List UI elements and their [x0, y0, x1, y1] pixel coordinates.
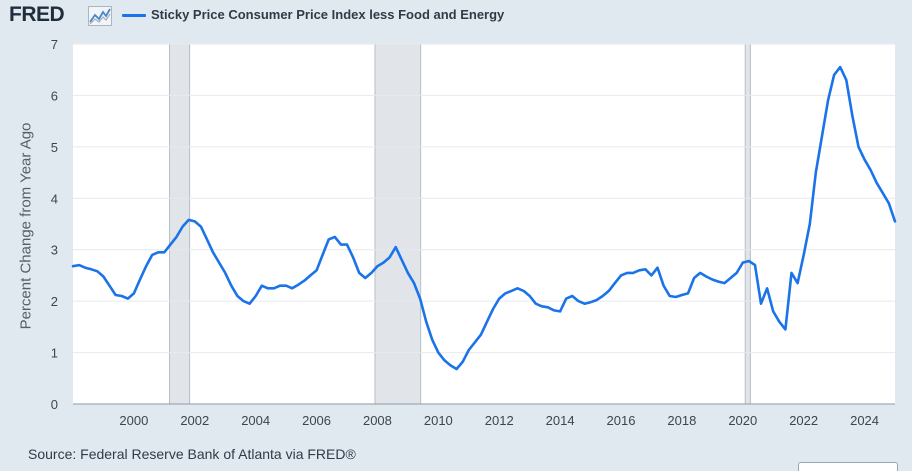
recession-band: [744, 43, 751, 405]
plot-area: [73, 44, 895, 404]
fred-logo[interactable]: FRED: [9, 3, 65, 26]
chart-header: FRED Sticky Price Consumer Price Index l…: [0, 0, 912, 34]
legend-line-swatch: [122, 14, 146, 17]
gridlines: [73, 43, 895, 354]
x-tick-label: 2018: [667, 413, 696, 428]
x-tick-label: 2010: [424, 413, 453, 428]
y-tick-label: 5: [51, 140, 58, 155]
recession-bands: [169, 43, 751, 405]
x-tick-label: 2020: [728, 413, 757, 428]
legend-label: Sticky Price Consumer Price Index less F…: [151, 7, 505, 22]
fred-chart-icon: [88, 6, 112, 26]
y-tick-label: 0: [51, 397, 58, 412]
y-tick-label: 6: [51, 88, 58, 103]
y-tick-label: 7: [51, 37, 58, 52]
x-tick-label: 2022: [789, 413, 818, 428]
y-tick-label: 3: [51, 243, 58, 258]
x-tick-label: 2012: [485, 413, 514, 428]
source-note: Source: Federal Reserve Bank of Atlanta …: [28, 446, 356, 462]
y-tick-label: 1: [51, 346, 58, 361]
y-axis-title: Percent Change from Year Ago: [17, 122, 35, 330]
x-tick-label: 2006: [302, 413, 331, 428]
x-tick-label: 2002: [180, 413, 209, 428]
x-tick-label: 2004: [241, 413, 270, 428]
x-tick-label: 2000: [119, 413, 148, 428]
x-tick-label: 2024: [850, 413, 879, 428]
y-tick-label: 4: [51, 191, 58, 206]
recession-band: [374, 43, 422, 405]
x-axis-tick-labels: 2000 2002 2004 2006 2008 2010 2012 2014 2016 2018…: [119, 413, 879, 428]
series-line: [71, 65, 897, 371]
x-tick-label: 2016: [607, 413, 636, 428]
x-tick-label: 2014: [546, 413, 575, 428]
y-axis-tick-labels: 0 1 2 3 4 5 6 7: [51, 37, 58, 412]
x-tick-label: 2008: [363, 413, 392, 428]
y-tick-label: 2: [51, 294, 58, 309]
